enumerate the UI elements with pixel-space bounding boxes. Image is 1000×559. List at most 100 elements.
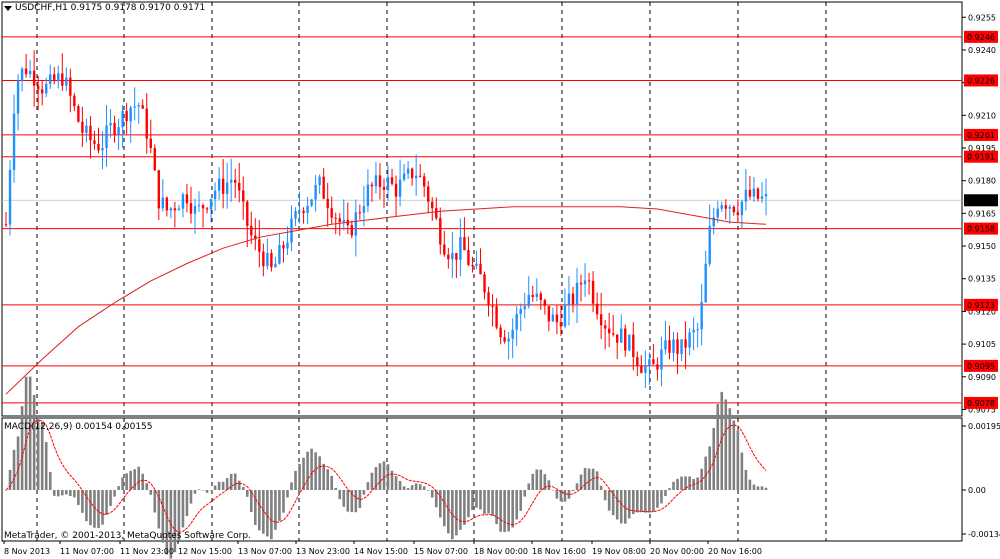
candle-body	[382, 187, 386, 190]
candle-body	[24, 68, 28, 75]
candle-body	[648, 359, 651, 366]
candle-body	[49, 74, 52, 84]
candle-body	[595, 303, 599, 315]
symbol-header: USDCHF,H1 0.9175 0.9178 0.9170 0.9171	[4, 3, 205, 13]
candle-body	[12, 113, 16, 170]
candle-body	[467, 250, 470, 265]
macd-histogram-bar	[101, 490, 104, 525]
macd-histogram-bar	[599, 485, 603, 490]
candle-body	[65, 77, 68, 86]
macd-histogram-bar	[467, 490, 470, 518]
candle-body	[748, 189, 752, 197]
macd-histogram-bar	[632, 490, 635, 515]
macd-histogram-bar	[619, 490, 623, 524]
macd-signal-line	[5, 420, 767, 533]
macd-histogram-bar	[507, 490, 510, 532]
candle-body	[32, 70, 36, 86]
macd-histogram-bar	[382, 461, 386, 490]
candle-body	[652, 359, 655, 365]
candle-body	[274, 263, 277, 268]
candle-body	[599, 314, 603, 326]
macd-histogram-bar	[611, 490, 615, 516]
macd-histogram-bar	[459, 490, 462, 530]
macd-histogram-bar	[217, 481, 221, 490]
candle-body	[53, 74, 56, 82]
level-price-label: 0.9158	[967, 225, 995, 234]
candle-body	[551, 314, 555, 322]
macd-histogram-bar	[270, 490, 273, 540]
macd-histogram-bar	[310, 448, 313, 490]
main-chart-frame	[1, 1, 963, 417]
candle-body	[246, 201, 249, 226]
candle-body	[28, 70, 32, 75]
candle-body	[8, 169, 12, 225]
candle-body	[69, 77, 72, 96]
price-scale-label: 0.9240	[968, 46, 996, 55]
time-axis-label: 20 Nov 16:00	[708, 547, 762, 556]
candle-body	[764, 193, 768, 197]
macd-histogram-bar	[740, 452, 744, 490]
candle-body	[181, 194, 185, 209]
level-price-label: 0.9201	[967, 131, 995, 140]
candle-body	[724, 205, 727, 209]
macd-histogram-bar	[213, 485, 217, 490]
macd-histogram-bar	[157, 490, 161, 529]
candle-body	[539, 293, 543, 301]
price-scale-label: 0.9195	[968, 144, 996, 153]
candle-body	[173, 208, 177, 211]
macd-histogram-bar	[65, 490, 68, 495]
macd-histogram-bar	[346, 490, 350, 512]
macd-histogram-bar	[44, 442, 48, 490]
macd-histogram-bar	[302, 457, 305, 490]
macd-histogram-bar	[394, 476, 398, 490]
macd-histogram-bar	[274, 490, 277, 530]
macd-histogram-bar	[60, 490, 64, 496]
macd-histogram-bar	[129, 470, 132, 490]
macd-histogram-bar	[225, 478, 229, 490]
candle-body	[221, 178, 225, 194]
macd-histogram-bar	[24, 376, 28, 490]
candle-body	[700, 302, 703, 330]
macd-histogram-bar	[539, 469, 543, 490]
macd-histogram-bar	[334, 487, 338, 490]
macd-histogram-bar	[696, 477, 699, 490]
candle-body	[676, 339, 679, 355]
candle-body	[479, 263, 482, 275]
dropdown-triangle-icon[interactable]	[4, 5, 12, 11]
candle-body	[752, 188, 756, 197]
level-price-label: 0.9191	[967, 153, 995, 162]
macd-histogram-bar	[28, 376, 32, 490]
candle-body	[688, 332, 691, 348]
macd-histogram-bar	[254, 490, 257, 525]
candle-body	[435, 208, 438, 219]
macd-histogram-bar	[141, 473, 145, 490]
macd-histogram-bar	[499, 490, 502, 532]
macd-histogram-bar	[4, 490, 8, 491]
macd-histogram-bar	[314, 452, 317, 490]
candle-body	[302, 210, 305, 214]
macd-histogram-bar	[121, 477, 124, 490]
macd-histogram-bar	[760, 486, 764, 490]
candle-body	[660, 349, 663, 370]
price-scale-label: 0.9120	[968, 307, 996, 316]
time-axis-label: 20 Nov 00:00	[650, 547, 704, 556]
macd-histogram-bar	[752, 484, 756, 490]
macd-histogram-bar	[177, 490, 181, 542]
macd-histogram-bar	[591, 468, 595, 490]
candle-body	[487, 292, 490, 306]
candle-body	[672, 339, 675, 353]
macd-histogram-bar	[559, 490, 563, 502]
macd-histogram-bar	[12, 449, 16, 490]
macd-histogram-bar	[56, 490, 60, 497]
candle-body	[519, 309, 522, 315]
price-scale-label: 0.9075	[968, 405, 996, 414]
time-axis-label: 12 Nov 15:00	[178, 547, 232, 556]
candle-body	[97, 143, 100, 151]
candle-body	[262, 251, 265, 267]
time-axis-label: 8 Nov 2013	[4, 547, 50, 556]
candle-body	[113, 122, 116, 136]
macd-histogram-bar	[201, 490, 205, 491]
macd-histogram-bar	[362, 490, 366, 495]
